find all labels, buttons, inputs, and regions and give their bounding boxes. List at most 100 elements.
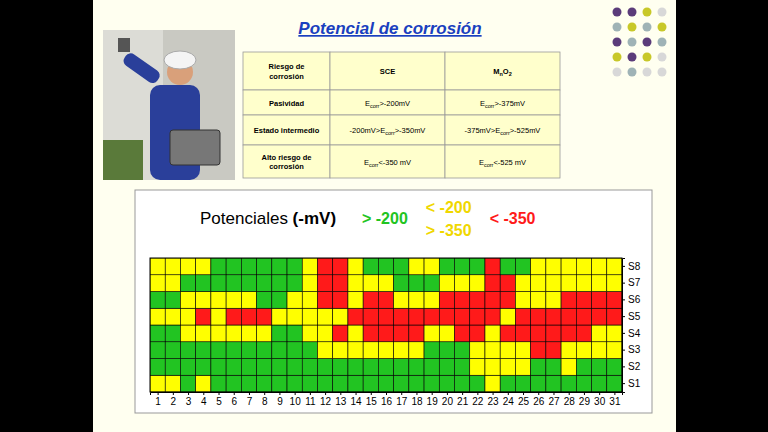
- table-text: MnO2: [493, 67, 512, 77]
- table-text-part: -375mV>E: [465, 126, 501, 135]
- heatmap-cell: [409, 359, 424, 376]
- heatmap-cell: [470, 359, 485, 376]
- heatmap-cell: [561, 359, 576, 376]
- subscript: corr: [369, 162, 379, 168]
- heatmap-cell: [241, 359, 256, 376]
- heatmap-cell: [165, 342, 180, 359]
- decoration-dot: [658, 38, 667, 47]
- heatmap-cell: [607, 292, 622, 309]
- heatmap-cell: [180, 325, 195, 342]
- heatmap-cell: [378, 258, 393, 275]
- heatmap-cell: [302, 375, 317, 392]
- y-axis-line: [623, 259, 626, 393]
- x-tick-label: 22: [472, 396, 484, 407]
- heatmap-cell: [348, 342, 363, 359]
- heatmap-cell: [500, 258, 515, 275]
- x-tick-mark: [264, 392, 265, 395]
- x-tick: 16: [381, 392, 393, 407]
- heatmap-cell: [439, 359, 454, 376]
- table-cell: [445, 90, 560, 115]
- heatmap-cell: [470, 325, 485, 342]
- y-tick: S8: [622, 261, 641, 272]
- decoration-dot: [628, 68, 637, 77]
- heatmap-cell: [165, 292, 180, 309]
- x-tick-mark: [599, 392, 600, 395]
- heatmap-cell: [394, 308, 409, 325]
- heatmap-cell: [424, 308, 439, 325]
- decoration-dot: [613, 68, 622, 77]
- decoration-dot: [643, 53, 652, 62]
- x-tick: 18: [411, 392, 423, 407]
- photo-probe: [118, 38, 130, 52]
- heatmap-cell: [592, 308, 607, 325]
- x-tick-label: 21: [457, 396, 469, 407]
- heatmap-cell: [424, 258, 439, 275]
- x-tick-mark: [203, 392, 204, 395]
- x-tick-label: 24: [503, 396, 515, 407]
- x-tick-label: 10: [290, 396, 302, 407]
- table-cell: [330, 52, 445, 90]
- x-tick-label: 20: [442, 396, 454, 407]
- heatmap-cell: [485, 308, 500, 325]
- heatmap-cell: [576, 275, 591, 292]
- x-tick-label: 4: [201, 396, 207, 407]
- table-cell: [330, 115, 445, 145]
- x-tick-mark: [523, 392, 524, 395]
- table-cell: [330, 90, 445, 115]
- y-tick-mark: [622, 333, 625, 334]
- heatmap-cell: [317, 308, 332, 325]
- heatmap-cell: [287, 258, 302, 275]
- x-axis-line: [151, 393, 623, 396]
- x-tick: 30: [594, 392, 606, 407]
- y-tick-mark: [622, 350, 625, 351]
- y-tick-label: S8: [628, 261, 641, 272]
- heatmap-cell: [272, 342, 287, 359]
- decoration-dot: [658, 53, 667, 62]
- heatmap-cell: [363, 275, 378, 292]
- x-tick: 10: [290, 392, 302, 407]
- x-tick: 25: [518, 392, 530, 407]
- heatmap-cell: [455, 275, 470, 292]
- heatmap-cell: [333, 258, 348, 275]
- x-tick-mark: [295, 392, 296, 395]
- heatmap-cell: [561, 342, 576, 359]
- heatmap-cell: [165, 258, 180, 275]
- heatmap-cell: [348, 275, 363, 292]
- heatmap-cell: [592, 292, 607, 309]
- heatmap-cell: [333, 308, 348, 325]
- x-tick: 20: [442, 392, 454, 407]
- heatmap-cell: [226, 275, 241, 292]
- heatmap-cell: [287, 375, 302, 392]
- x-tick-mark: [158, 392, 159, 395]
- x-tick-label: 14: [350, 396, 362, 407]
- x-tick-label: 5: [216, 396, 222, 407]
- x-tick-mark: [538, 392, 539, 395]
- heatmap-cell: [455, 359, 470, 376]
- risk-table: Riesgo decorrosiónSCEMnO2PasividadEcorr>…: [243, 52, 560, 178]
- heatmap-cell: [287, 359, 302, 376]
- heatmap-cell: [592, 359, 607, 376]
- table-text: Ecorr>-375mV: [480, 99, 525, 109]
- heatmap-cell: [576, 342, 591, 359]
- heatmap-cell: [394, 325, 409, 342]
- x-tick-mark: [508, 392, 509, 395]
- heatmap-cell: [607, 342, 622, 359]
- x-tick-label: 1: [155, 396, 161, 407]
- heatmap-cell: [378, 359, 393, 376]
- heatmap-cell: [439, 275, 454, 292]
- heatmap-cell: [272, 275, 287, 292]
- x-tick-label: 13: [335, 396, 347, 407]
- heatmap-cell: [363, 375, 378, 392]
- table-text-part: <-525 mV: [493, 158, 526, 167]
- heatmap-cell: [576, 308, 591, 325]
- table-text-part: <-350 mV: [378, 158, 411, 167]
- table-text: Ecorr>-200mV: [365, 99, 410, 109]
- heatmap-cell: [211, 258, 226, 275]
- heatmap-cell: [287, 325, 302, 342]
- heatmap-cell: [211, 359, 226, 376]
- heatmap-cell: [211, 342, 226, 359]
- heatmap-cell: [302, 258, 317, 275]
- heatmap-cell: [211, 308, 226, 325]
- x-tick: 9: [277, 392, 283, 407]
- heatmap-cell: [470, 292, 485, 309]
